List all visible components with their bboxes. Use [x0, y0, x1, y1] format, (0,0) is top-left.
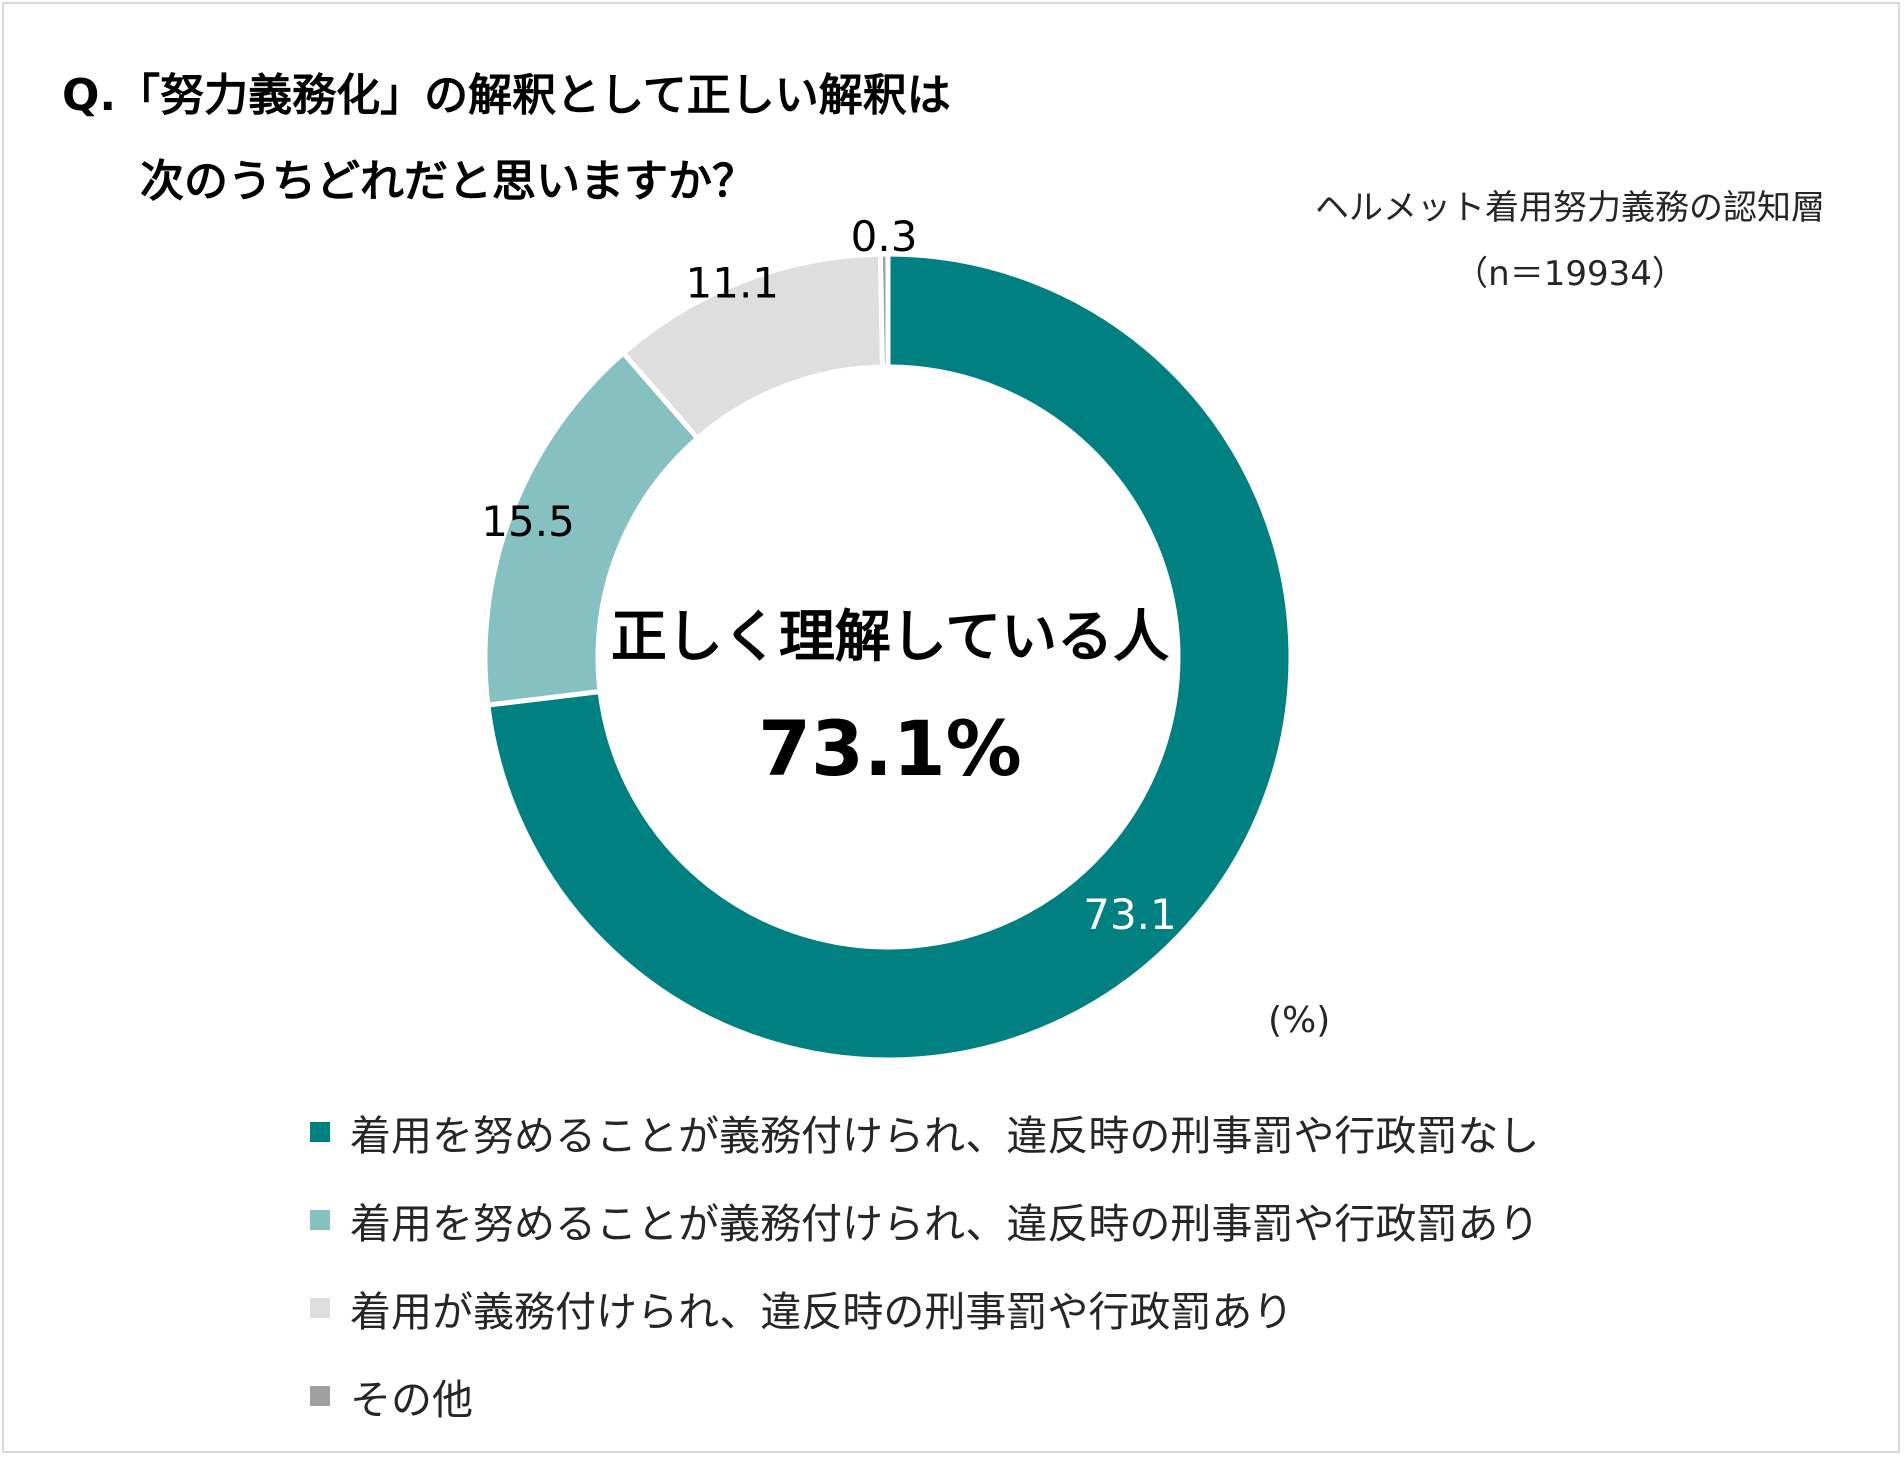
legend-label: その他 — [350, 1376, 473, 1424]
donut-slices — [482, 251, 1294, 1063]
slice-label-1: 73.1 — [1083, 890, 1177, 939]
donut-slice-1 — [485, 251, 1294, 1063]
legend-swatch — [310, 1298, 330, 1318]
legend-item-4: その他 — [310, 1352, 1539, 1440]
slice-label-2: 15.5 — [481, 497, 575, 546]
slice-label-3: 11.1 — [686, 259, 780, 308]
legend-label: 着用を努めることが義務付けられ、違反時の刑事罰や行政罰あり — [350, 1200, 1540, 1248]
center-caption: 正しく理解している人 — [611, 605, 1169, 670]
legend-label: 着用を努めることが義務付けられ、違反時の刑事罰や行政罰なし — [350, 1112, 1540, 1160]
legend-swatch — [310, 1122, 330, 1142]
legend-label: 着用が義務付けられ、違反時の刑事罰や行政罰あり — [350, 1288, 1294, 1336]
slice-value-labels: 73.1 15.5 11.1 0.3 — [481, 212, 1176, 939]
legend-item-3: 着用が義務付けられ、違反時の刑事罰や行政罰あり — [310, 1264, 1539, 1352]
chart-legend: 着用を努めることが義務付けられ、違反時の刑事罰や行政罰なし 着用を努めることが義務… — [310, 1088, 1539, 1440]
sample-size: （n＝19934） — [1454, 254, 1686, 294]
sample-description: ヘルメット着用努力義務の認知層 — [1315, 188, 1825, 228]
legend-swatch — [310, 1386, 330, 1406]
donut-slice-4 — [877, 251, 891, 370]
question-title-line1: Q.「努力義務化」の解釈として正しい解釈は — [62, 70, 951, 121]
question-title-line2: 次のうちどれだと思いますか？ — [140, 156, 756, 207]
unit-label: (%) — [1268, 1000, 1331, 1041]
legend-item-1: 着用を努めることが義務付けられ、違反時の刑事罰や行政罰なし — [310, 1088, 1539, 1176]
legend-swatch — [310, 1210, 330, 1230]
slice-label-4: 0.3 — [851, 212, 918, 261]
center-percentage: 73.1% — [758, 704, 1022, 793]
legend-item-2: 着用を努めることが義務付けられ、違反時の刑事罰や行政罰あり — [310, 1176, 1539, 1264]
